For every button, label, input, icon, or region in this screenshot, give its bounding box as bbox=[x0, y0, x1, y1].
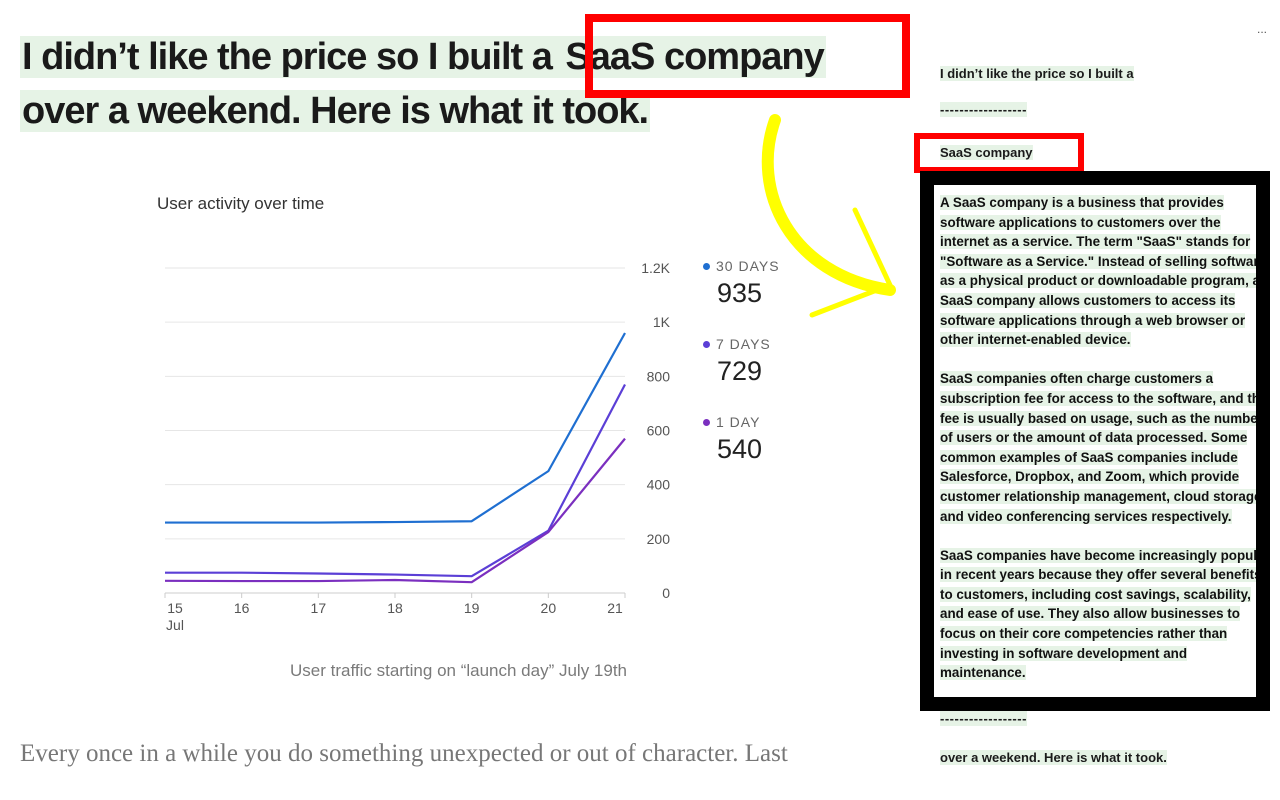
legend-item-1-day: 1 DAY 540 bbox=[703, 414, 780, 465]
y-tick-label: 1K bbox=[653, 314, 671, 330]
x-tick-label: 16 bbox=[234, 600, 250, 616]
y-tick-label: 200 bbox=[647, 531, 671, 547]
legend-value-7-days: 729 bbox=[717, 356, 763, 386]
panel-separator-bottom: ------------------ bbox=[940, 711, 1027, 726]
y-tick-label: 0 bbox=[662, 585, 670, 601]
headline-highlighted-term: SaaS company bbox=[563, 36, 826, 78]
legend-dot-icon bbox=[703, 340, 710, 348]
definition-paragraph: SaaS companies have become increasingly … bbox=[940, 546, 1270, 683]
definition-paragraph-text: A SaaS company is a business that provid… bbox=[940, 195, 1267, 348]
x-tick-label: 17 bbox=[311, 600, 327, 616]
definition-paragraph-text: SaaS companies often charge customers a … bbox=[940, 371, 1268, 524]
more-options-icon[interactable]: ... bbox=[1257, 22, 1268, 36]
x-tick-label: 18 bbox=[387, 600, 403, 616]
legend-value-1-day: 540 bbox=[717, 434, 763, 464]
article-body-text: Every once in a while you do something u… bbox=[20, 740, 788, 767]
legend-label-1-day: 1 DAY bbox=[716, 414, 761, 430]
legend-item-7-days: 7 DAYS 729 bbox=[703, 336, 780, 387]
definition-paragraph: SaaS companies often charge customers a … bbox=[940, 369, 1268, 526]
legend-item-30-days: 30 DAYS 935 bbox=[703, 258, 780, 309]
panel-title: I didn’t like the price so I built a bbox=[940, 66, 1134, 81]
article-headline: I didn’t like the price so I built a Saa… bbox=[20, 30, 826, 138]
definition-paragraph: A SaaS company is a business that provid… bbox=[940, 193, 1267, 350]
panel-heading: SaaS company bbox=[940, 145, 1033, 160]
legend-dot-icon bbox=[703, 262, 710, 270]
definition-box: A SaaS company is a business that provid… bbox=[920, 171, 1270, 711]
series-line-1-day bbox=[164, 437, 626, 584]
x-tick-label: 19 bbox=[464, 600, 480, 616]
y-tick-label: 600 bbox=[647, 423, 671, 439]
legend-label-30-days: 30 DAYS bbox=[716, 258, 780, 274]
red-annotation-box-panel bbox=[914, 133, 1084, 173]
legend-label-7-days: 7 DAYS bbox=[716, 336, 771, 352]
chart-title: User activity over time bbox=[157, 194, 325, 213]
legend-value-30-days: 935 bbox=[717, 278, 763, 308]
x-tick-label: 21 bbox=[607, 600, 623, 616]
y-tick-label: 1.2K bbox=[641, 260, 670, 276]
panel-separator-top: ------------------ bbox=[940, 102, 1027, 117]
red-annotation-box-headline bbox=[585, 14, 910, 98]
x-tick-label: 20 bbox=[541, 600, 557, 616]
y-tick-label: 800 bbox=[647, 368, 671, 384]
series-line-7-days bbox=[165, 383, 626, 578]
chart-legend: 30 DAYS 935 7 DAYS 729 1 DAY 540 bbox=[703, 258, 780, 492]
headline-part1: I didn’t like the price so I built a bbox=[20, 36, 564, 78]
series-line-30-days bbox=[165, 332, 626, 524]
x-tick-sublabel: Jul bbox=[166, 617, 184, 630]
definition-paragraph-text: SaaS companies have become increasingly … bbox=[940, 547, 1270, 681]
line-chart: 1.2K 1K 800 600 400 200 0 15 16 17 18 19 20 21 Jul bbox=[164, 260, 671, 630]
chart-caption: User traffic starting on “launch day” Ju… bbox=[290, 661, 628, 680]
panel-end-text: over a weekend. Here is what it took. bbox=[940, 750, 1167, 765]
legend-dot-icon bbox=[703, 418, 710, 426]
x-tick-label: 15 bbox=[167, 600, 183, 616]
headline-line2: over a weekend. Here is what it took. bbox=[20, 90, 651, 132]
y-tick-label: 400 bbox=[647, 477, 671, 493]
yellow-arrow-icon bbox=[761, 114, 896, 318]
